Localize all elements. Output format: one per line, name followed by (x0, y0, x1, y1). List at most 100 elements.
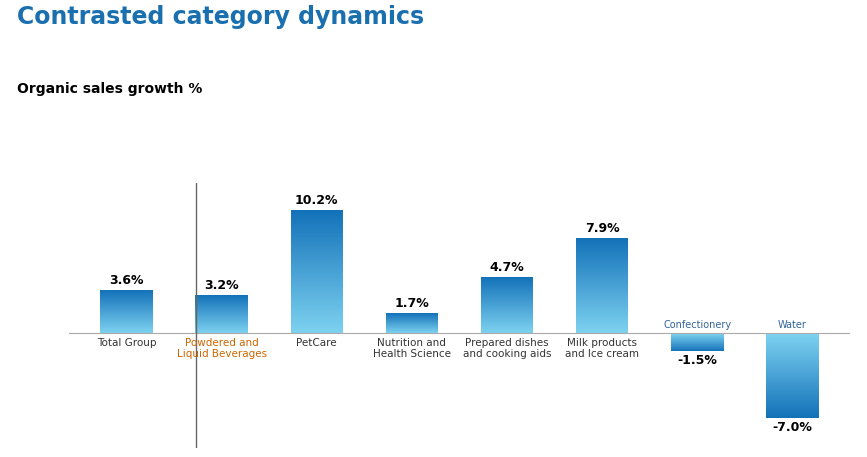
Bar (766, 354, 818, 355)
Bar (766, 368, 818, 369)
Bar (766, 404, 818, 405)
Bar (766, 379, 818, 380)
Bar (766, 357, 818, 358)
Bar (290, 324, 343, 325)
Text: Organic sales growth %: Organic sales growth % (17, 82, 203, 96)
Bar (576, 260, 629, 261)
Bar (290, 262, 343, 263)
Bar (290, 329, 343, 330)
Bar (766, 376, 818, 377)
Bar (766, 407, 818, 408)
Bar (576, 276, 629, 277)
Bar (576, 303, 629, 304)
Bar (290, 320, 343, 321)
Bar (576, 317, 629, 318)
Bar (576, 328, 629, 329)
Bar (576, 282, 629, 283)
Bar (766, 389, 818, 390)
Bar (290, 330, 343, 331)
Bar (576, 261, 629, 262)
Bar (576, 263, 629, 264)
Bar (576, 310, 629, 311)
Bar (290, 213, 343, 214)
Bar (290, 238, 343, 239)
Bar (290, 220, 343, 221)
Bar (576, 327, 629, 328)
Bar (290, 305, 343, 306)
Bar (290, 257, 343, 258)
Bar (576, 258, 629, 259)
Text: 1.7%: 1.7% (394, 297, 429, 310)
Bar (766, 400, 818, 401)
Bar (576, 294, 629, 295)
Bar (576, 330, 629, 331)
Bar (576, 333, 629, 334)
Bar (576, 271, 629, 272)
Bar (290, 272, 343, 273)
Bar (766, 372, 818, 373)
Bar (290, 242, 343, 243)
Bar (766, 367, 818, 368)
Bar (290, 264, 343, 265)
Text: 3.6%: 3.6% (109, 274, 144, 287)
Bar (576, 268, 629, 269)
Bar (290, 258, 343, 259)
Bar (766, 336, 818, 337)
Bar (290, 235, 343, 236)
Bar (576, 256, 629, 257)
Bar (290, 303, 343, 304)
Bar (576, 300, 629, 301)
Bar (766, 415, 818, 416)
Bar (576, 299, 629, 300)
Bar (576, 247, 629, 248)
Bar (766, 391, 818, 392)
Text: 3.2%: 3.2% (205, 279, 239, 292)
Bar (766, 367, 818, 368)
Bar (766, 338, 818, 339)
Bar (290, 269, 343, 270)
Bar (290, 243, 343, 244)
Text: PetCare: PetCare (297, 338, 337, 348)
Bar (290, 276, 343, 277)
Bar (290, 212, 343, 213)
Text: 7.9%: 7.9% (585, 222, 620, 235)
Bar (576, 277, 629, 278)
Bar (766, 411, 818, 412)
Bar (576, 274, 629, 275)
Bar (766, 374, 818, 375)
Bar (766, 356, 818, 357)
Bar (576, 292, 629, 293)
Bar (290, 309, 343, 310)
Bar (290, 297, 343, 298)
Bar (290, 253, 343, 254)
Bar (576, 253, 629, 254)
Bar (576, 251, 629, 252)
Bar (290, 252, 343, 253)
Bar (576, 272, 629, 273)
Bar (290, 270, 343, 271)
Bar (766, 362, 818, 363)
Bar (576, 249, 629, 250)
Bar (290, 299, 343, 300)
Bar (576, 256, 629, 257)
Bar (576, 273, 629, 274)
Bar (290, 304, 343, 305)
Bar (576, 289, 629, 290)
Bar (576, 301, 629, 302)
Bar (290, 322, 343, 323)
Bar (290, 230, 343, 231)
Bar (576, 322, 629, 323)
Bar (766, 406, 818, 407)
Bar (766, 373, 818, 374)
Bar (290, 333, 343, 334)
Bar (576, 295, 629, 296)
Bar (766, 360, 818, 361)
Bar (290, 228, 343, 229)
Bar (766, 361, 818, 362)
Text: Prepared dishes
and cooking aids: Prepared dishes and cooking aids (463, 338, 551, 359)
Bar (290, 283, 343, 284)
Bar (290, 325, 343, 326)
Bar (576, 250, 629, 251)
Bar (766, 410, 818, 411)
Bar (766, 346, 818, 347)
